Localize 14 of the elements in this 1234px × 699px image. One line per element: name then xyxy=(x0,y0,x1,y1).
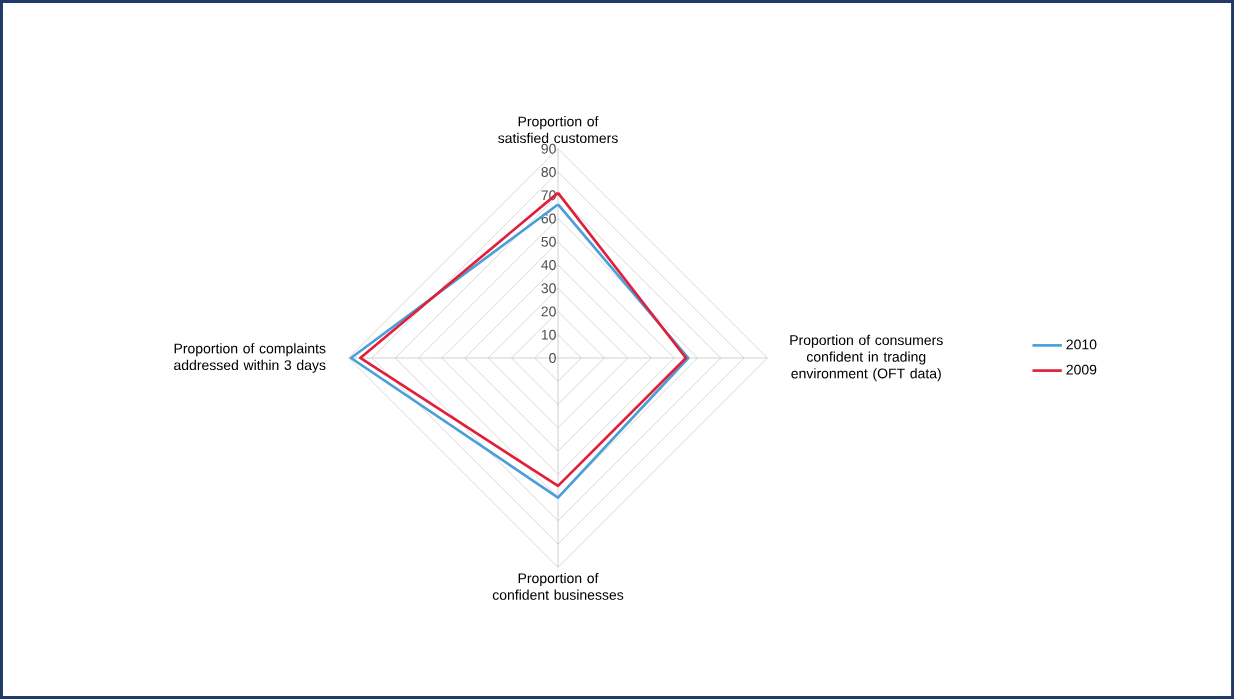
spoke-label: Proportion of confident businesses xyxy=(492,572,624,600)
y-tick-label: 10 xyxy=(541,329,556,340)
spoke-label: Proportion of satisfied customers xyxy=(498,116,618,144)
spoke-label: Proportion of consumers confident in trading environment (OFT data) xyxy=(790,334,943,382)
spoke-label: Proportion of complaints addressed within 3 days xyxy=(174,343,326,373)
y-tick-label: 90 xyxy=(541,143,556,154)
y-tick-label: 40 xyxy=(541,260,556,270)
y-tick-label: 20 xyxy=(541,306,556,317)
legend-label: 2009 xyxy=(1066,364,1097,375)
y-tick-label: 80 xyxy=(541,166,556,177)
legend-label: 2010 xyxy=(1066,339,1097,350)
y-tick-label: 0 xyxy=(549,353,556,363)
y-tick-label: 30 xyxy=(541,283,556,294)
y-tick-label: 50 xyxy=(541,236,556,247)
